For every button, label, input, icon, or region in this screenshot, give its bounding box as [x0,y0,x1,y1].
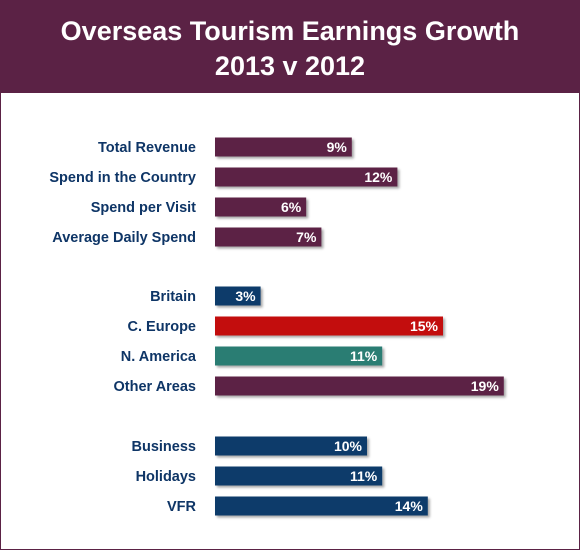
value-label-spend-in-the-country: 12% [364,169,393,185]
category-label-average-daily-spend: Average Daily Spend [52,230,196,246]
bar-business [215,436,367,456]
bar-spend-in-the-country [215,167,398,187]
value-label-holidays: 11% [350,468,378,484]
bar-total-revenue [215,137,352,157]
category-label-total-revenue: Total Revenue [98,140,196,156]
value-label-britain: 3% [235,288,256,304]
category-label-n-america: N. America [121,349,197,365]
bar-britain [215,286,261,306]
bar-average-daily-spend [215,227,322,247]
category-label-business: Business [132,439,196,455]
value-label-n-america: 11% [350,348,378,364]
category-label-britain: Britain [150,289,196,305]
chart-header: Overseas Tourism Earnings Growth 2013 v … [1,1,579,93]
value-label-other-areas: 19% [471,378,500,394]
value-label-business: 10% [334,438,363,454]
category-label-spend-in-the-country: Spend in the Country [49,170,196,186]
value-label-spend-per-visit: 6% [281,199,302,215]
bar-n-america [215,346,383,366]
value-label-total-revenue: 9% [327,139,348,155]
bar-holidays [215,466,383,486]
bar-spend-per-visit [215,197,307,217]
bar-vfr [215,496,428,516]
bar-other-areas [215,376,504,396]
chart-title-line2: 2013 v 2012 [214,51,366,81]
category-label-spend-per-visit: Spend per Visit [91,200,196,216]
bar-c-europe [215,316,443,336]
category-label-holidays: Holidays [136,469,196,485]
bars-layer: Total Revenue 9% Spend in the Country 12% Sp… [49,137,504,516]
chart-title-line1: Overseas Tourism Earnings Growth [60,16,520,46]
value-label-average-daily-spend: 7% [296,229,317,245]
category-label-c-europe: C. Europe [128,319,196,335]
category-label-vfr: VFR [167,499,197,515]
value-label-c-europe: 15% [410,318,439,334]
value-label-vfr: 14% [395,498,424,514]
category-label-other-areas: Other Areas [114,379,196,395]
